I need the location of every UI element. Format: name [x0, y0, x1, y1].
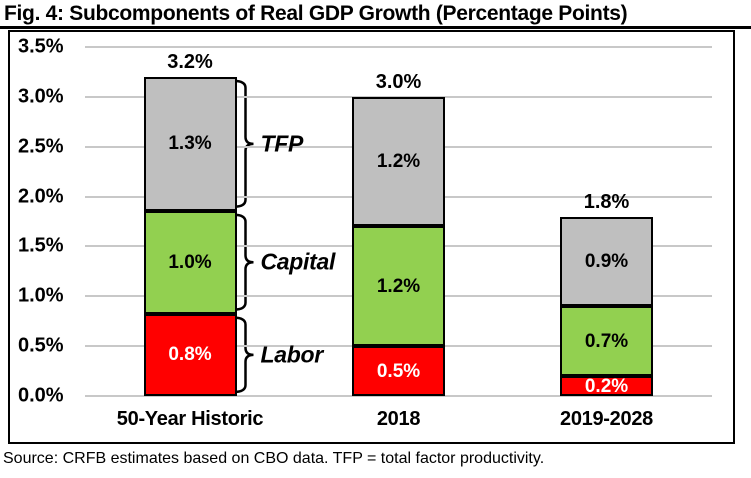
y-axis-tick-label: 3.5%: [18, 35, 64, 58]
y-axis-tick-label: 0.0%: [18, 384, 64, 407]
figure-title: Fig. 4: Subcomponents of Real GDP Growth…: [4, 2, 628, 25]
bar-segment-labor: 0.5%: [352, 346, 445, 396]
bar-segment-capital: 1.2%: [352, 226, 445, 347]
segment-value-label: 1.3%: [168, 133, 212, 155]
segment-value-label: 1.2%: [376, 151, 421, 173]
y-axis-tick-label: 3.0%: [18, 85, 64, 108]
x-axis-category-label: 2018: [376, 408, 421, 430]
bar-total-label: 3.2%: [167, 50, 213, 73]
bar-segment-tfp: 1.2%: [352, 96, 445, 227]
segment-value-label: 0.9%: [584, 250, 629, 272]
x-axis-category-label: 2019-2028: [560, 408, 653, 430]
y-axis-tick-label: 2.5%: [18, 135, 64, 158]
y-axis-tick-label: 0.5%: [18, 334, 64, 357]
source-note: Source: CRFB estimates based on CBO data…: [3, 450, 545, 467]
brace-label-capital: Capital: [260, 248, 336, 275]
bar-segment-labor: 0.8%: [143, 313, 237, 396]
brace-label-tfp: TFP: [260, 130, 304, 157]
gridline: [85, 46, 712, 48]
bar-segment-capital: 0.7%: [560, 306, 653, 377]
brace-label-labor: Labor: [260, 341, 324, 368]
bar-segment-labor: 0.2%: [560, 376, 653, 396]
x-axis-category-label: 50-Year Historic: [116, 408, 264, 430]
bar-segment-tfp: 0.9%: [560, 216, 653, 307]
segment-value-label: 0.8%: [168, 344, 212, 366]
bar-segment-tfp: 1.3%: [143, 76, 237, 211]
segment-value-label: 0.7%: [584, 330, 629, 352]
y-axis-tick-label: 1.0%: [18, 284, 64, 307]
segment-value-label: 0.5%: [376, 360, 421, 382]
bar-total-label: 1.8%: [583, 190, 630, 213]
bar-total-label: 3.0%: [375, 70, 422, 93]
bar-segment-capital: 1.0%: [143, 210, 237, 314]
segment-value-label: 0.2%: [584, 375, 629, 397]
y-axis-tick-label: 2.0%: [18, 185, 64, 208]
segment-value-label: 1.2%: [376, 275, 421, 297]
y-axis-tick-label: 1.5%: [18, 234, 64, 257]
segment-value-label: 1.0%: [168, 251, 212, 273]
gridline: [85, 395, 712, 397]
title-underline: [0, 26, 751, 29]
